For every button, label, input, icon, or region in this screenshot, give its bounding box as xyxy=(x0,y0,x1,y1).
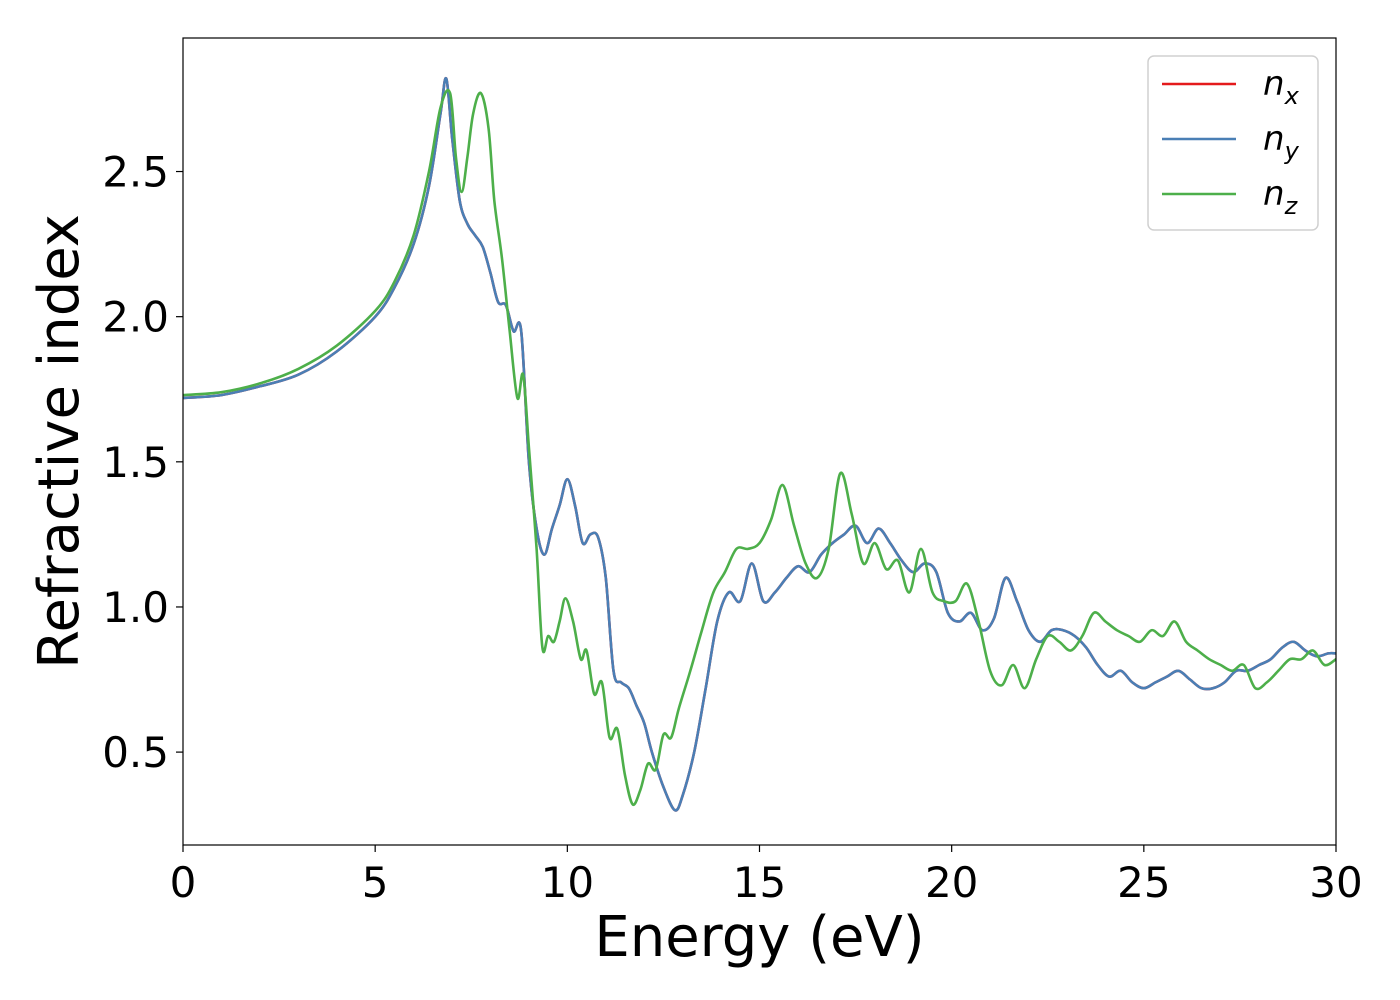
x-axis-title: Energy (eV) xyxy=(594,905,924,970)
y-tick-label: 1.5 xyxy=(102,438,169,487)
legend-label-x: nx xyxy=(1263,64,1300,110)
legend-label-z: nz xyxy=(1263,174,1299,220)
y-tick-label: 0.5 xyxy=(102,728,169,777)
x-tick-label: 20 xyxy=(925,858,978,907)
legend-label-main: n xyxy=(1263,119,1285,159)
legend-label-main: n xyxy=(1263,174,1285,214)
legend-label-y: ny xyxy=(1263,119,1300,165)
legend-box xyxy=(1147,55,1319,231)
series-layer xyxy=(183,76,1336,812)
x-tick-label: 30 xyxy=(1309,858,1362,907)
y-tick-label: 1.0 xyxy=(102,583,169,632)
legend-label-sub: x xyxy=(1284,82,1300,110)
legend-label-sub: y xyxy=(1284,137,1300,165)
x-tick-label: 10 xyxy=(541,858,594,907)
legend-label-sub: z xyxy=(1284,192,1299,220)
y-axis-ticks: 0.5 1.0 1.5 2.0 2.5 xyxy=(102,148,183,777)
legend-label-main: n xyxy=(1263,64,1285,104)
x-tick-label: 15 xyxy=(733,858,786,907)
series-line-z xyxy=(183,88,1336,807)
series-line-y xyxy=(183,76,1336,812)
x-axis-ticks: 0 5 10 15 20 25 30 xyxy=(170,845,1363,907)
y-tick-label: 2.0 xyxy=(102,293,169,342)
y-tick-label: 2.5 xyxy=(102,148,169,197)
x-tick-label: 0 xyxy=(170,858,197,907)
y-axis-title: Refractive index xyxy=(27,214,92,669)
x-tick-label: 25 xyxy=(1117,858,1170,907)
x-tick-label: 5 xyxy=(362,858,389,907)
